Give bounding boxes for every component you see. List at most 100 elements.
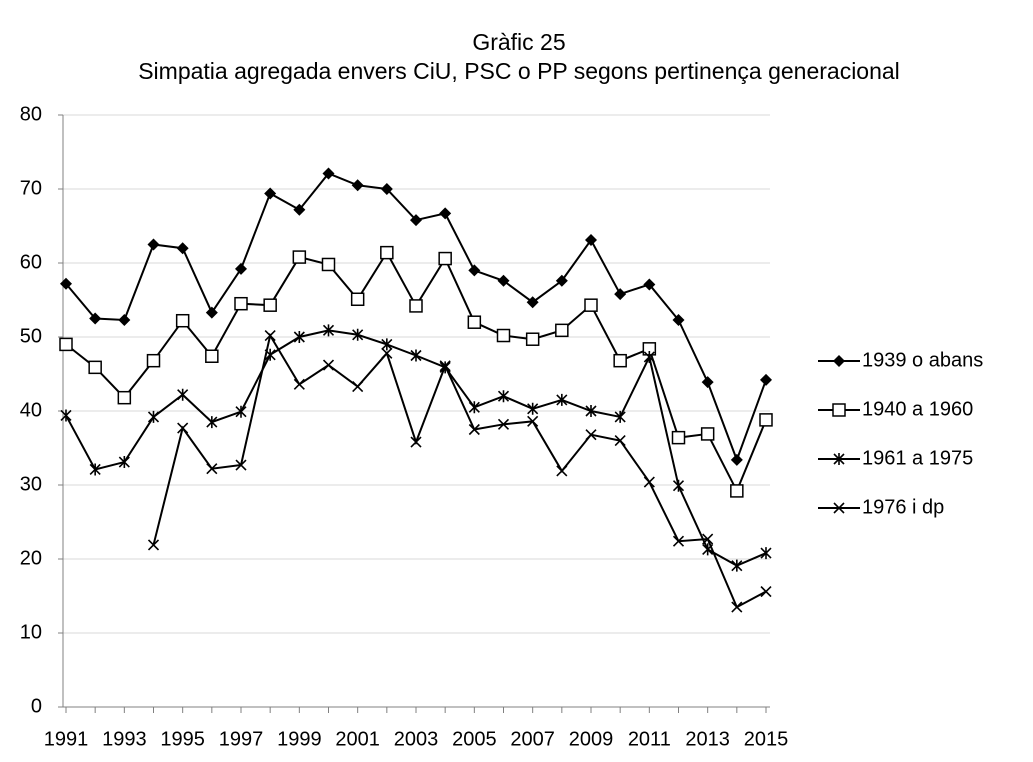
marker xyxy=(59,337,73,352)
x-tick-label: 1997 xyxy=(219,728,264,750)
marker xyxy=(60,277,72,290)
square xyxy=(175,313,190,328)
x-marker xyxy=(556,465,568,477)
diamond xyxy=(614,288,627,301)
x-tick-label: 2007 xyxy=(510,728,555,750)
diamond xyxy=(264,187,277,200)
asterisk xyxy=(177,388,189,401)
square xyxy=(321,257,336,272)
asterisk xyxy=(833,453,845,465)
marker xyxy=(468,401,480,414)
marker xyxy=(322,324,335,337)
x-marker xyxy=(497,418,510,430)
marker xyxy=(643,350,655,363)
legend-label: 1961 a 1975 xyxy=(862,447,973,469)
marker xyxy=(293,331,305,343)
marker xyxy=(293,203,306,216)
x-marker xyxy=(264,329,276,342)
asterisk xyxy=(147,410,160,423)
marker xyxy=(730,453,743,466)
diamond xyxy=(147,238,160,251)
marker xyxy=(613,353,627,368)
marker xyxy=(585,234,597,247)
marker xyxy=(555,274,568,287)
marker xyxy=(614,435,626,447)
marker xyxy=(527,415,539,427)
diamond xyxy=(293,203,306,216)
square xyxy=(117,390,132,405)
marker xyxy=(702,533,714,545)
marker xyxy=(60,409,72,422)
y-tick-label: 0 xyxy=(31,695,42,717)
square xyxy=(350,292,365,307)
y-tick-label: 20 xyxy=(20,547,42,569)
marker xyxy=(322,167,335,180)
square xyxy=(380,245,394,260)
y-tick-label: 70 xyxy=(20,177,42,199)
marker xyxy=(833,502,845,514)
asterisk xyxy=(497,390,510,403)
x-marker xyxy=(672,535,685,547)
diamond xyxy=(468,264,481,277)
square xyxy=(525,332,540,346)
asterisk xyxy=(731,559,743,572)
asterisk xyxy=(760,547,772,560)
x-marker xyxy=(468,423,480,436)
square xyxy=(759,413,773,427)
marker xyxy=(88,360,102,375)
marker xyxy=(410,349,422,362)
y-tick-label: 10 xyxy=(20,621,42,643)
marker xyxy=(730,484,744,498)
marker xyxy=(760,585,772,598)
marker xyxy=(89,463,101,476)
marker xyxy=(760,373,772,386)
diamond xyxy=(643,278,656,291)
chart-title: Gràfic 25 xyxy=(472,29,565,55)
y-tick-label: 60 xyxy=(20,251,42,273)
marker xyxy=(409,299,423,313)
asterisk xyxy=(118,456,130,469)
asterisk xyxy=(410,349,422,362)
x-tick-label: 2009 xyxy=(569,728,614,750)
marker xyxy=(264,187,277,200)
y-tick-label: 30 xyxy=(20,473,42,495)
marker xyxy=(468,423,480,436)
marker xyxy=(701,376,714,389)
asterisk xyxy=(235,405,247,418)
marker xyxy=(352,328,364,341)
x-tick-label: 1995 xyxy=(160,728,205,750)
series-line xyxy=(152,332,767,609)
legend-label: 1976 i dp xyxy=(862,496,944,518)
marker xyxy=(264,329,276,342)
asterisk xyxy=(352,328,364,341)
marker xyxy=(177,422,189,434)
square xyxy=(205,349,219,363)
diamond xyxy=(410,214,422,227)
marker xyxy=(147,238,160,251)
marker xyxy=(525,332,540,346)
y-tick-label: 80 xyxy=(20,103,42,125)
square xyxy=(467,315,482,329)
diamond xyxy=(555,274,568,287)
marker xyxy=(497,418,510,430)
square xyxy=(584,298,598,312)
x-tick-label: 2005 xyxy=(452,728,497,750)
diamond xyxy=(672,313,685,326)
square xyxy=(730,484,744,498)
marker xyxy=(234,296,248,311)
x-marker xyxy=(833,502,845,514)
marker xyxy=(118,313,131,326)
marker xyxy=(731,559,743,572)
marker xyxy=(146,353,161,368)
diamond xyxy=(235,262,247,275)
x-marker xyxy=(527,415,539,427)
diamond xyxy=(351,179,364,192)
chart-subtitle: Simpatia agregada envers CiU, PSC o PP s… xyxy=(138,58,900,84)
asterisk xyxy=(60,409,72,422)
square xyxy=(292,250,307,264)
marker xyxy=(614,288,627,301)
asterisk xyxy=(89,463,101,476)
asterisk xyxy=(381,338,393,351)
marker xyxy=(117,390,132,405)
